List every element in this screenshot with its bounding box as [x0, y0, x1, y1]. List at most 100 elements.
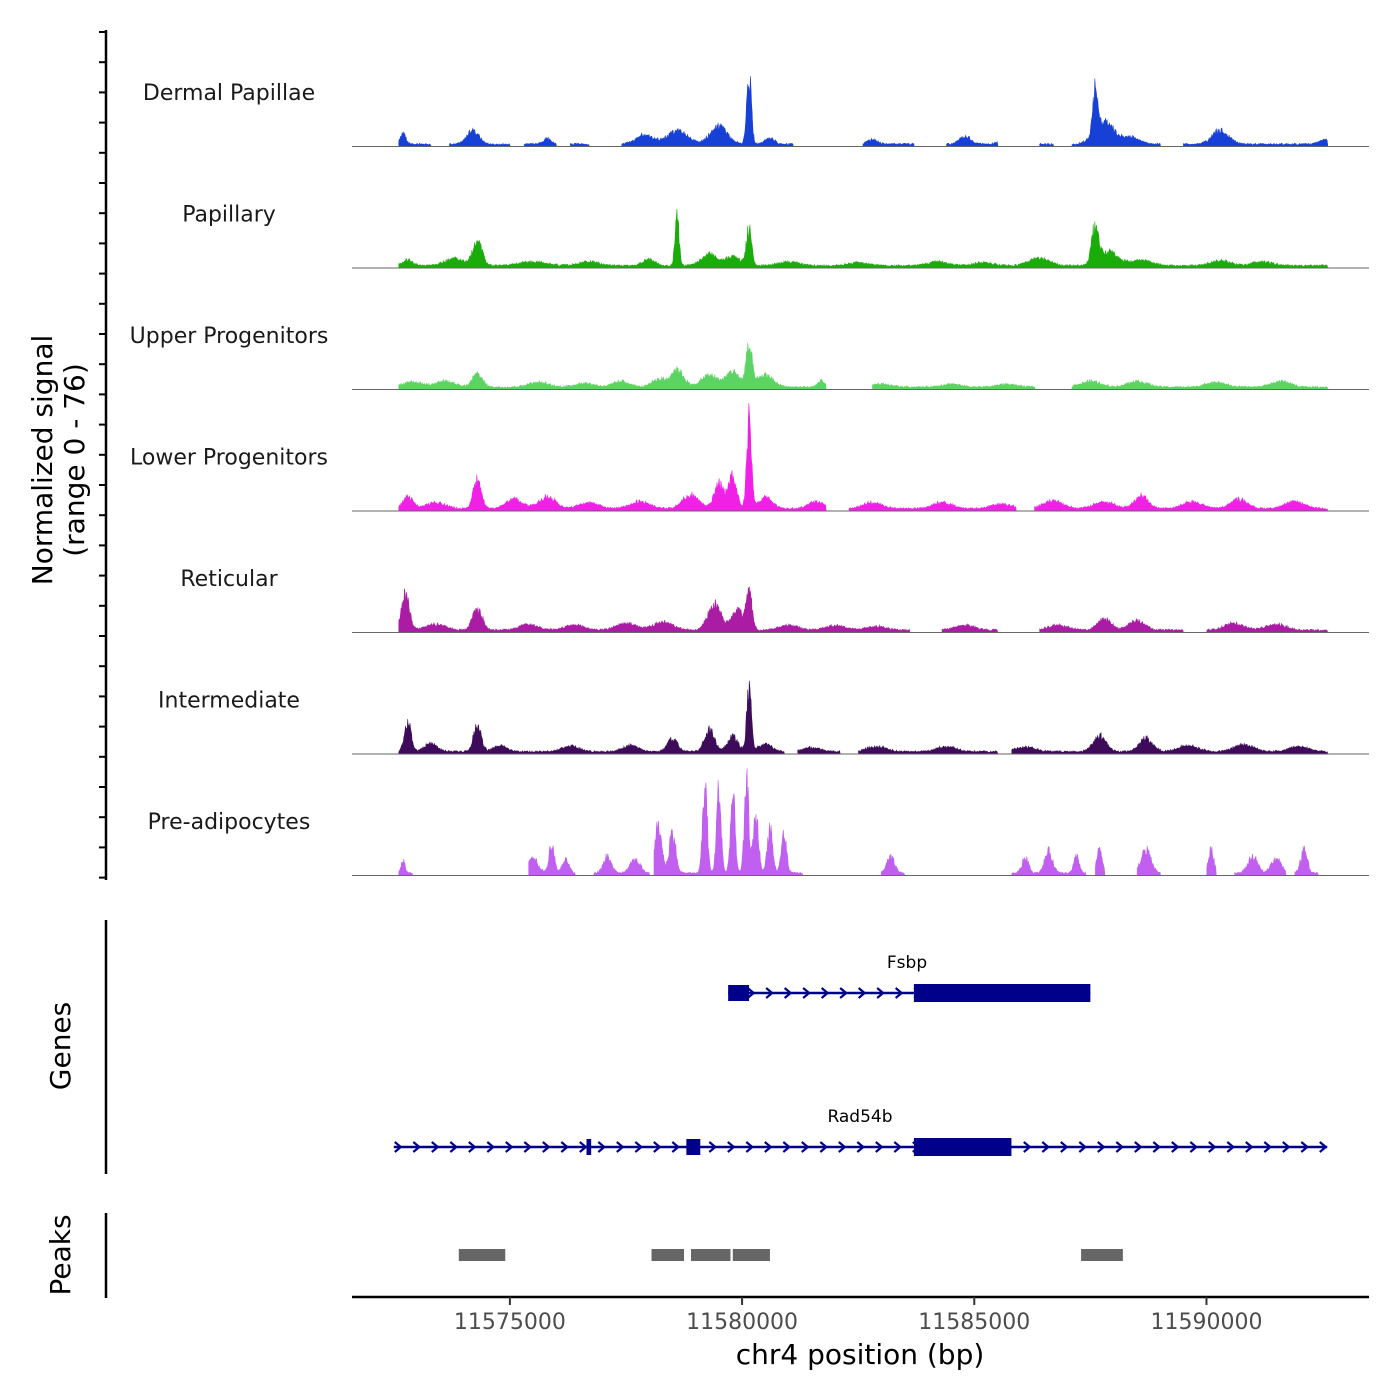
strand-arrow	[597, 1141, 607, 1153]
strand-arrow	[1263, 1141, 1273, 1153]
strand-arrow	[1041, 1141, 1051, 1153]
strand-arrow	[1152, 1141, 1162, 1153]
strand-arrow	[1282, 1141, 1291, 1153]
strand-arrow	[801, 1141, 810, 1153]
strand-arrow	[839, 987, 848, 999]
strand-arrow	[1208, 1141, 1217, 1153]
coverage-area	[398, 209, 1329, 269]
strand-arrow	[893, 1141, 903, 1153]
coverage-area	[398, 768, 1319, 876]
strand-arrow	[468, 1141, 477, 1153]
track-lower-progenitors: Lower Progenitors	[130, 403, 1369, 512]
coverage-area	[398, 76, 1329, 147]
track-intermediate: Intermediate	[158, 680, 1369, 755]
x-tick-label: 11575000	[454, 1310, 566, 1335]
gene-rad54b: Rad54b	[393, 1107, 1328, 1156]
track-label: Intermediate	[158, 689, 300, 714]
coverage-area	[398, 586, 1329, 633]
strand-arrow	[542, 1141, 551, 1153]
strand-arrow	[894, 987, 904, 999]
coverage-ylabel-line2: (range 0 - 76)	[58, 363, 91, 557]
strand-arrow	[1078, 1141, 1088, 1153]
strand-arrow	[727, 1141, 736, 1153]
strand-arrow	[1300, 1141, 1310, 1153]
peak-region	[732, 1249, 770, 1261]
strand-arrow	[876, 987, 885, 999]
strand-arrow	[746, 987, 756, 999]
peak-regions-track	[458, 1249, 1123, 1261]
strand-arrow	[1226, 1141, 1236, 1153]
strand-arrow	[560, 1141, 570, 1153]
x-tick-label: 11580000	[686, 1310, 798, 1335]
track-label: Reticular	[180, 567, 278, 592]
coverage-area	[398, 342, 1329, 390]
strand-arrow	[838, 1141, 847, 1153]
strand-arrow	[802, 987, 811, 999]
strand-arrow	[783, 987, 793, 999]
strand-arrow	[523, 1141, 533, 1153]
x-axis-title: chr4 position (bp)	[736, 1338, 985, 1371]
strand-arrow	[1097, 1141, 1106, 1153]
strand-arrow	[765, 987, 774, 999]
gene-label: Fsbp	[887, 953, 927, 973]
strand-arrow	[431, 1141, 440, 1153]
strand-arrow	[764, 1141, 773, 1153]
peaks-ylabel: Peaks	[44, 1214, 77, 1295]
strand-arrow	[671, 1141, 681, 1153]
strand-arrow	[579, 1141, 588, 1153]
strand-arrow	[505, 1141, 514, 1153]
genes-ylabel: Genes	[44, 1002, 77, 1090]
track-label: Pre-adipocytes	[148, 810, 311, 835]
track-label: Upper Progenitors	[130, 324, 329, 349]
strand-arrow	[616, 1141, 625, 1153]
gene-cds-exon	[913, 1138, 1012, 1156]
strand-arrow	[1245, 1141, 1254, 1153]
strand-arrow	[1060, 1141, 1069, 1153]
strand-arrow	[653, 1141, 662, 1153]
strand-arrow	[1319, 1141, 1328, 1153]
strand-arrow	[875, 1141, 884, 1153]
peak-region	[1081, 1249, 1123, 1261]
track-upper-progenitors: Upper Progenitors	[130, 324, 1369, 390]
gene-cds-exon	[913, 984, 1091, 1002]
strand-arrow	[1171, 1141, 1180, 1153]
track-label: Dermal Papillae	[143, 81, 315, 106]
x-tick-label: 11585000	[918, 1310, 1030, 1335]
gene-utr-exon	[586, 1139, 592, 1155]
gene-utr-exon	[728, 985, 750, 1001]
x-axis-ticks: 11575000 11580000 11585000 11590000	[454, 1297, 1262, 1335]
strand-arrow	[486, 1141, 496, 1153]
coverage-ylabel: Normalized signal (range 0 - 76)	[26, 335, 91, 586]
strand-arrow	[634, 1141, 644, 1153]
strand-arrow	[394, 1141, 403, 1153]
track-reticular: Reticular	[180, 567, 1369, 633]
coverage-area	[398, 403, 1329, 512]
track-label: Papillary	[182, 203, 276, 228]
gene-label: Rad54b	[827, 1107, 892, 1127]
peak-region	[458, 1249, 506, 1261]
track-papillary: Papillary	[182, 203, 1369, 269]
peak-region	[651, 1249, 685, 1261]
strand-arrow	[857, 987, 867, 999]
strand-arrow	[782, 1141, 792, 1153]
strand-arrow	[745, 1141, 755, 1153]
coverage-area	[398, 680, 1329, 755]
coverage-y-ticks	[99, 31, 106, 879]
track-label: Lower Progenitors	[130, 446, 328, 471]
gene-fsbp: Fsbp	[728, 953, 1091, 1002]
track-pre-adipocytes: Pre-adipocytes	[148, 768, 1369, 876]
strand-arrow	[1134, 1141, 1143, 1153]
strand-arrow	[819, 1141, 829, 1153]
strand-arrow	[856, 1141, 866, 1153]
coverage-tracks: Dermal Papillae Papillary Upper Progenitor…	[130, 76, 1369, 876]
strand-arrow	[708, 1141, 718, 1153]
strand-arrow	[1189, 1141, 1199, 1153]
gene-utr-exon	[686, 1139, 701, 1155]
strand-arrow	[820, 987, 830, 999]
coverage-ylabel-line1: Normalized signal	[26, 335, 59, 586]
strand-arrow	[449, 1141, 459, 1153]
x-tick-label: 11590000	[1150, 1310, 1262, 1335]
strand-arrow	[1023, 1141, 1032, 1153]
track-dermal-papillae: Dermal Papillae	[143, 76, 1369, 147]
